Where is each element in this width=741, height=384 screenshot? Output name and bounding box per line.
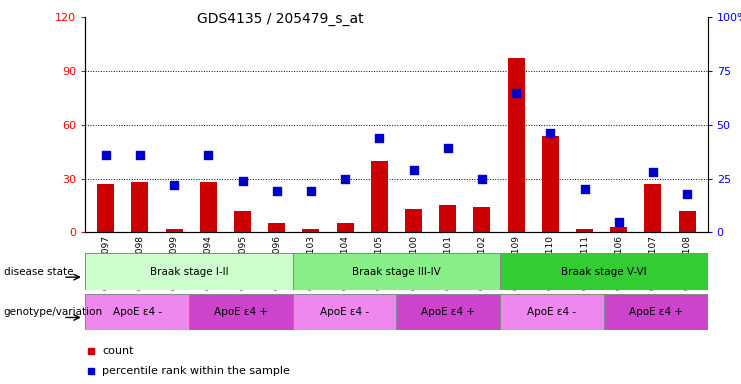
Point [339,175,351,182]
Text: Braak stage I-II: Braak stage I-II [150,266,228,277]
Point [476,175,488,182]
Bar [268,223,285,232]
Bar [473,207,491,232]
Text: ApoE ε4 -: ApoE ε4 - [528,307,576,317]
Point [511,89,522,96]
Bar [370,161,388,232]
Point [202,152,214,158]
Text: Braak stage V-VI: Braak stage V-VI [561,266,647,277]
Point [408,167,419,173]
Bar [165,229,183,232]
Bar [500,294,604,330]
Bar [396,294,500,330]
Bar [293,253,500,290]
Point [579,186,591,192]
Text: percentile rank within the sample: percentile rank within the sample [102,366,290,376]
Bar [439,205,456,232]
Bar [302,229,319,232]
Point [681,190,693,197]
Text: Braak stage III-IV: Braak stage III-IV [352,266,441,277]
Text: ApoE ε4 +: ApoE ε4 + [422,307,475,317]
Text: ApoE ε4 -: ApoE ε4 - [320,307,369,317]
Bar [679,211,696,232]
Text: ApoE ε4 +: ApoE ε4 + [629,307,682,317]
Text: ApoE ε4 +: ApoE ε4 + [214,307,268,317]
Bar [85,294,189,330]
Bar [610,227,628,232]
Bar [405,209,422,232]
Text: disease state: disease state [4,266,73,277]
Text: count: count [102,346,134,356]
Bar [604,294,708,330]
Point [545,130,556,136]
Point [305,189,317,195]
Bar [500,253,708,290]
Bar [645,184,662,232]
Bar [189,294,293,330]
Bar [200,182,217,232]
Bar [508,58,525,232]
Point [100,152,112,158]
Text: genotype/variation: genotype/variation [4,307,103,317]
Point [373,135,385,141]
Bar [131,182,148,232]
Point [236,178,248,184]
Bar [97,184,114,232]
Text: GDS4135 / 205479_s_at: GDS4135 / 205479_s_at [197,12,364,25]
Point [134,152,146,158]
Bar [542,136,559,232]
Bar [293,294,396,330]
Point [270,189,282,195]
Point [168,182,180,188]
Point [647,169,659,175]
Point [442,146,453,152]
Bar [85,253,293,290]
Text: ApoE ε4 -: ApoE ε4 - [113,307,162,317]
Bar [576,229,593,232]
Bar [234,211,251,232]
Bar [336,223,353,232]
Point [613,218,625,225]
